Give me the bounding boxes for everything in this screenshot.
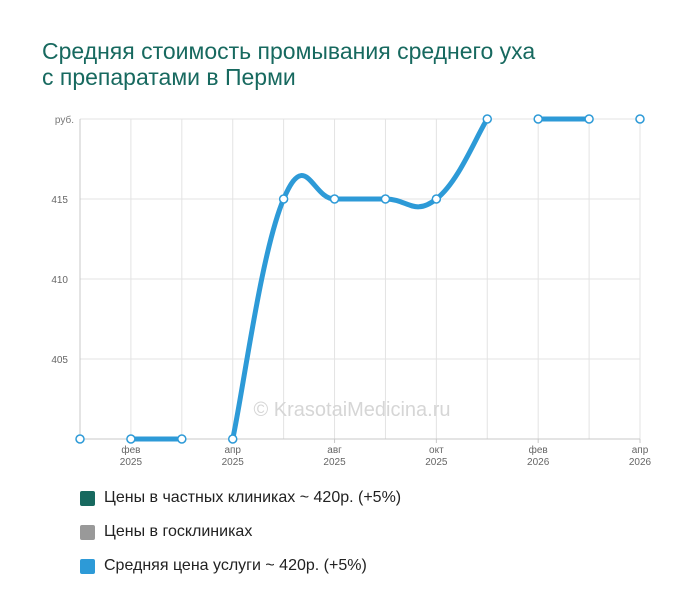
watermark: © KrasotaiMedicina.ru	[253, 399, 450, 421]
x-tick-label-year: 2026	[527, 457, 550, 468]
x-tick-label-month: апр	[224, 445, 241, 456]
chart-series-points	[75, 114, 645, 444]
data-point	[533, 114, 543, 124]
chart-legend: Цены в частных клиниках ~ 420р. (+5%) Це…	[80, 488, 401, 590]
data-point	[75, 434, 85, 444]
data-point	[177, 434, 187, 444]
y-tick-label: 415	[51, 195, 68, 206]
x-tick-label-year: 2025	[323, 457, 346, 468]
x-tick-label-year: 2025	[120, 457, 143, 468]
x-tick-label-month: апр	[632, 445, 649, 456]
legend-item-public[interactable]: Цены в госклиниках	[80, 522, 401, 542]
x-tick-label-year: 2026	[629, 457, 652, 468]
legend-item-private[interactable]: Цены в частных клиниках ~ 420р. (+5%)	[80, 488, 401, 508]
chart-axes: 405410415руб.фев2025апр2025авг2025окт202…	[51, 114, 651, 468]
legend-label-public: Цены в госклиниках	[104, 523, 253, 540]
price-line-chart: 405410415руб.фев2025апр2025авг2025окт202…	[51, 114, 651, 468]
data-point	[126, 434, 136, 444]
chart-grid	[79, 118, 641, 439]
legend-label-average: Средняя цена услуги ~ 420р. (+5%)	[104, 557, 367, 574]
data-point	[278, 194, 289, 204]
x-tick-label-month: окт	[429, 445, 444, 456]
legend-label-private: Цены в частных клиниках ~ 420р. (+5%)	[104, 489, 402, 506]
y-tick-label: 410	[51, 275, 68, 286]
x-tick-label-month: фев	[529, 444, 548, 456]
x-tick-label-year: 2025	[425, 457, 448, 468]
chart-title-line-2: с препаратами в Перми	[42, 64, 296, 90]
legend-swatch-public	[80, 524, 95, 540]
x-tick-label-month: авг	[327, 445, 342, 456]
data-point	[431, 194, 442, 204]
chart-title: Средняя стоимость промывания среднего ух…	[42, 38, 662, 90]
data-point	[635, 114, 645, 124]
data-point	[380, 194, 391, 204]
x-tick-label-year: 2025	[222, 457, 245, 468]
x-tick-label-month: фев	[121, 444, 140, 456]
legend-swatch-private	[80, 490, 95, 506]
y-tick-label: 405	[51, 355, 68, 366]
legend-item-average[interactable]: Средняя цена услуги ~ 420р. (+5%)	[80, 556, 401, 576]
data-point	[584, 114, 594, 124]
chart-title-line-1: Средняя стоимость промывания среднего ух…	[42, 38, 536, 64]
legend-swatch-average	[80, 558, 95, 574]
data-point	[227, 434, 238, 444]
data-point	[329, 194, 340, 204]
data-point	[482, 114, 493, 124]
y-unit-label: руб.	[55, 114, 74, 126]
